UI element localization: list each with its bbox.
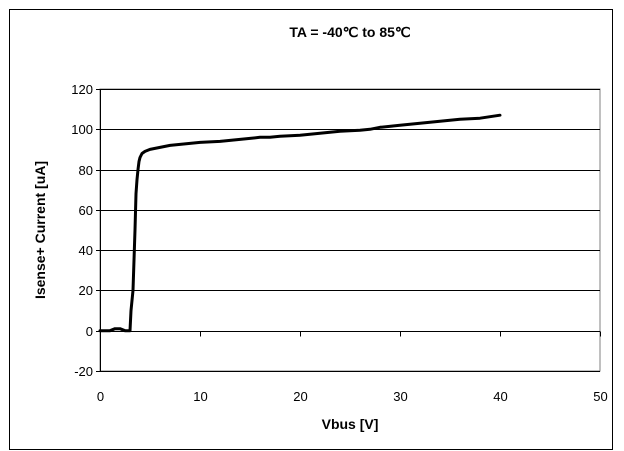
series-line bbox=[98, 113, 502, 333]
x-tick-label: 0 bbox=[97, 389, 104, 404]
axis-layer: -20 0 20 40 60 80 100 120 0 10 20 30 40 50 bbox=[71, 82, 607, 404]
series-layer bbox=[98, 113, 502, 333]
y-tick-label: 80 bbox=[79, 163, 93, 178]
y-tick-label: 20 bbox=[79, 283, 93, 298]
y-tick-label: 40 bbox=[79, 243, 93, 258]
x-tick-label: 20 bbox=[293, 389, 307, 404]
x-tick-label: 10 bbox=[193, 389, 207, 404]
y-tick-label: 100 bbox=[71, 122, 93, 137]
grid-layer bbox=[100, 89, 600, 372]
x-tick-label: 50 bbox=[593, 389, 607, 404]
y-axis-title: Isense+ Current [uA] bbox=[32, 161, 48, 299]
y-tick-label: -20 bbox=[74, 364, 93, 379]
chart-title: TA = -40℃ to 85℃ bbox=[289, 24, 411, 40]
x-axis-title: Vbus [V] bbox=[322, 416, 379, 432]
y-tick-label: 120 bbox=[71, 82, 93, 97]
y-tick-label: 60 bbox=[79, 203, 93, 218]
y-tick-label: 0 bbox=[86, 324, 93, 339]
x-tick-label: 30 bbox=[393, 389, 407, 404]
chart-border bbox=[9, 9, 613, 450]
x-tick-label: 40 bbox=[493, 389, 507, 404]
label-layer: TA = -40℃ to 85℃ Vbus [V] Isense+ Curren… bbox=[32, 24, 411, 432]
